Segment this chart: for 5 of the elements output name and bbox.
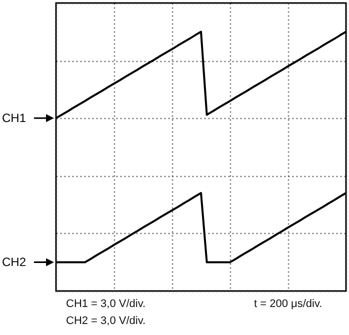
legend-label: CH1 — [2, 111, 26, 126]
text: CH1 = 3,0 V/div. — [66, 298, 146, 310]
legend-label: CH2 — [2, 255, 26, 270]
text: t = 200 μs/div. — [254, 298, 322, 310]
text: CH2 = 3,0 V/div. — [66, 315, 146, 327]
